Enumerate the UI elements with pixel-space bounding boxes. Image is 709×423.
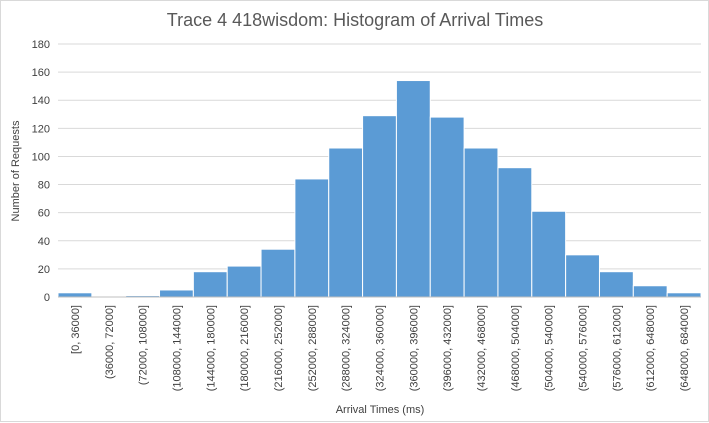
x-tick-label: (504000, 540000] — [544, 305, 556, 391]
y-tick-label: 60 — [38, 208, 50, 220]
x-tick-label: (216000, 252000] — [273, 305, 285, 391]
histogram-bar — [497, 167, 533, 298]
histogram-bar — [598, 271, 634, 298]
histogram-bar — [429, 116, 465, 298]
y-tick-label: 140 — [32, 95, 50, 107]
x-tick-labels: [0, 36000] (36000, 72000] (72000, 108000] (… — [70, 305, 691, 391]
histogram-bar — [531, 210, 567, 298]
histogram-bar — [328, 147, 364, 298]
x-tick-label: (288000, 324000] — [341, 305, 353, 391]
histogram-bar — [260, 248, 296, 298]
y-tick-label: 80 — [38, 180, 50, 192]
x-tick-label: (36000, 72000] — [104, 305, 116, 379]
x-tick-label: (180000, 216000] — [239, 305, 251, 391]
x-tick-label: (648000, 684000] — [679, 305, 691, 391]
histogram-bar — [294, 178, 330, 298]
x-axis-title: Arrival Times (ms) — [336, 404, 425, 416]
histogram-bar — [57, 292, 93, 298]
x-tick-label: (468000, 504000] — [510, 305, 522, 391]
x-tick-label: (576000, 612000] — [611, 305, 623, 391]
histogram-bar — [565, 254, 600, 298]
y-axis-title: Number of Requests — [10, 120, 22, 221]
histogram-bar — [362, 115, 397, 298]
y-tick-label: 100 — [32, 151, 50, 163]
bars — [57, 80, 702, 298]
x-tick-label: (108000, 144000] — [171, 305, 183, 391]
x-tick-label: (396000, 432000] — [442, 305, 454, 391]
y-tick-label: 180 — [32, 39, 50, 51]
histogram-bar — [226, 265, 262, 298]
histogram-bar — [463, 147, 499, 298]
y-tick-label: 160 — [32, 67, 50, 79]
x-tick-label: [0, 36000] — [70, 305, 82, 354]
histogram-bar — [192, 271, 228, 298]
x-tick-label: (144000, 180000] — [205, 305, 217, 391]
y-tick-label: 0 — [44, 292, 50, 304]
y-tick-labels: 0 20 40 60 80 100 120 140 160 180 — [32, 39, 50, 304]
x-tick-label: (324000, 360000] — [375, 305, 387, 391]
histogram-bar — [159, 289, 194, 298]
x-tick-label: (72000, 108000] — [138, 305, 150, 385]
histogram-bar — [666, 292, 702, 298]
histogram-bar — [632, 285, 668, 298]
chart-title: Trace 4 418wisdom: Histogram of Arrival … — [167, 10, 543, 30]
x-tick-label: (612000, 648000] — [645, 305, 657, 391]
x-tick-label: (540000, 576000] — [578, 305, 590, 391]
x-tick-label: (360000, 396000] — [408, 305, 420, 391]
y-tick-label: 120 — [32, 123, 50, 135]
y-tick-label: 20 — [38, 264, 50, 276]
histogram-bar — [395, 80, 431, 298]
y-tick-label: 40 — [38, 236, 50, 248]
x-tick-label: (252000, 288000] — [307, 305, 319, 391]
x-tick-label: (432000, 468000] — [476, 305, 488, 391]
